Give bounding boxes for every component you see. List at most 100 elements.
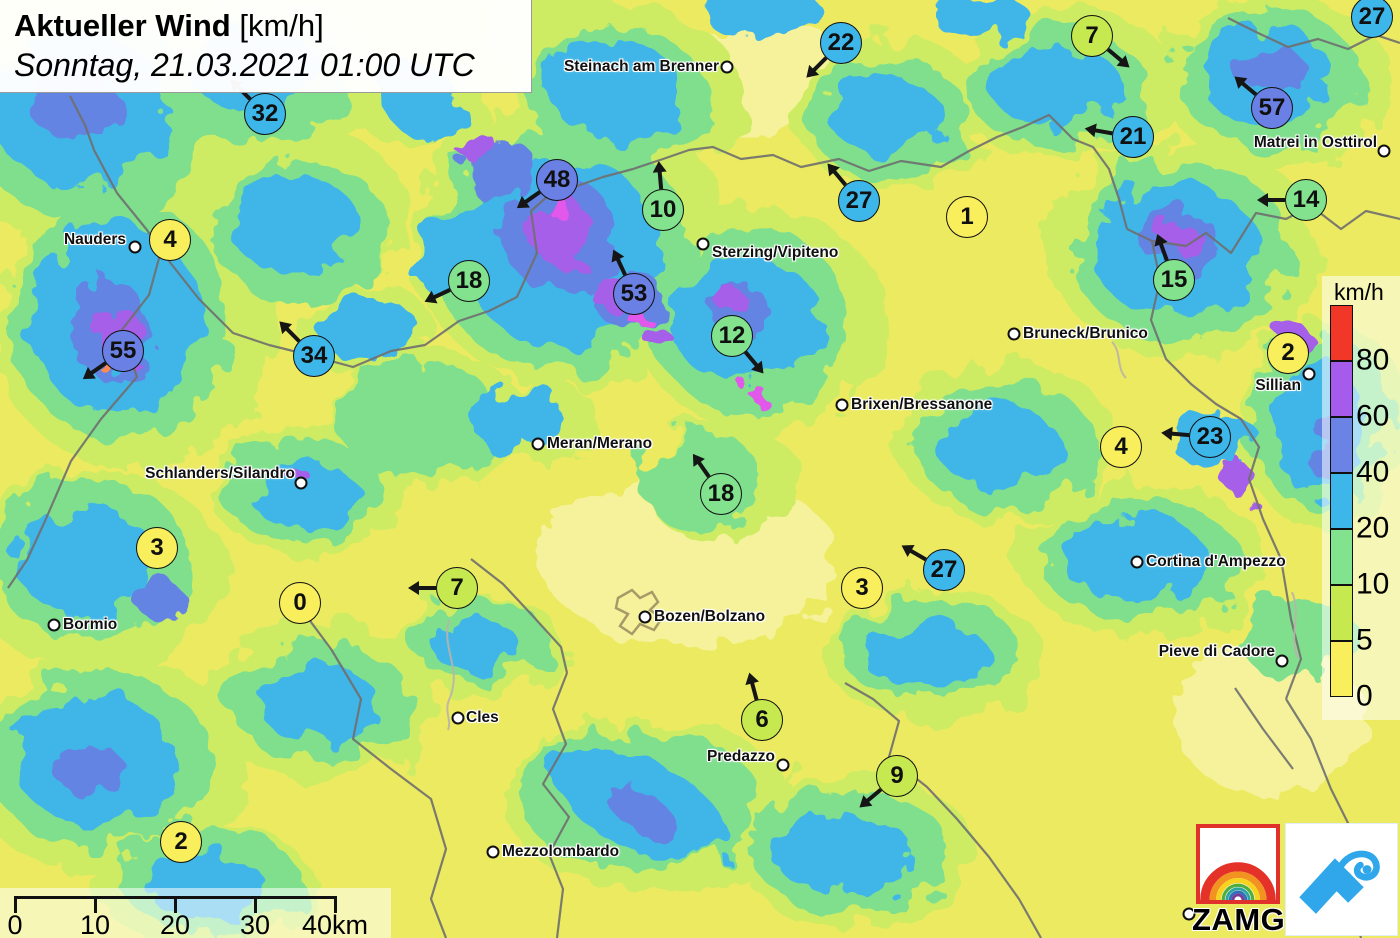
zamg-logo-text: ZAMG (1192, 902, 1286, 937)
legend-segment-0 (1330, 641, 1353, 697)
wind-speed-value: 12 (718, 322, 746, 349)
scale-tick-label: 40km (301, 910, 369, 938)
wind-speed-value: 27 (1358, 3, 1386, 30)
wind-speed-value: 3 (150, 534, 164, 561)
city-label: Meran/Merano (547, 435, 653, 452)
scale-tick (174, 896, 177, 913)
legend-label-80: 80 (1356, 343, 1390, 377)
wind-station-marker: 18 (421, 260, 490, 309)
wind-speed-value: 2 (1281, 339, 1295, 366)
wind-speed-value: 7 (1085, 22, 1099, 49)
wind-station-circle: 27 (1351, 0, 1393, 38)
wind-speed-value: 15 (1160, 266, 1188, 293)
wind-station-circle: 3 (136, 527, 178, 569)
scale-bar-panel: 0 10 20 30 40km (0, 888, 391, 938)
city-label: Schlanders/Silandro (145, 465, 295, 482)
scale-tick (94, 896, 97, 913)
wind-station-marker: 55 (78, 330, 144, 385)
legend-unit-label: km/h (1334, 279, 1384, 305)
wind-station-marker: 21 (1083, 116, 1154, 158)
wind-station-circle: 12 (711, 315, 753, 357)
city-dot (294, 476, 308, 490)
wind-station-marker: 7 (1071, 15, 1135, 73)
city-dot (1377, 144, 1391, 158)
legend-segment-20 (1330, 473, 1353, 529)
wind-station-marker: 12 (711, 315, 769, 379)
wind-station-circle: 55 (102, 330, 144, 372)
legend-label-5: 5 (1356, 623, 1373, 657)
scale-tick-label: 30 (239, 910, 271, 938)
wind-speed-value: 4 (1114, 433, 1128, 460)
wind-station-marker: 1 (946, 196, 988, 238)
city-label: Brixen/Bressanone (851, 396, 993, 413)
wind-station-marker: 2 (160, 821, 202, 863)
wind-station-circle: 57 (1251, 87, 1293, 129)
legend-label-40: 40 (1356, 455, 1390, 489)
wind-station-circle: 3 (841, 567, 883, 609)
wind-station-marker: 34 (274, 316, 335, 377)
mountain-cloud-icon (1299, 850, 1380, 914)
legend-panel: km/h 80 60 40 20 10 5 0 (1322, 276, 1400, 720)
scale-tick-label: 0 (7, 910, 23, 938)
city-label: Cles (466, 709, 499, 726)
wind-speed-value: 6 (755, 706, 769, 733)
wind-station-marker: 0 (279, 582, 321, 624)
wind-station-marker: 22 (801, 22, 862, 83)
legend-label-10: 10 (1356, 567, 1390, 601)
city-dot (1182, 907, 1196, 921)
wind-station-marker: 9 (854, 755, 918, 813)
legend-segment-80 (1330, 305, 1353, 361)
wind-speed-value: 32 (251, 100, 279, 127)
wind-station-circle: 6 (741, 699, 783, 741)
scale-tick (254, 896, 257, 913)
zamg-logo (1196, 824, 1280, 904)
wind-station-marker: 2 (1267, 332, 1309, 374)
city-dot (720, 60, 734, 74)
wind-station-marker: 10 (642, 160, 684, 231)
city-label: Pieve di Cadore (1158, 643, 1275, 660)
page-title: Aktueller Wind [km/h] (14, 8, 517, 44)
legend-label-60: 60 (1356, 399, 1390, 433)
city-dot (451, 711, 465, 725)
wind-speed-value: 3 (855, 574, 869, 601)
city-label: Bozen/Bolzano (654, 608, 766, 625)
wind-station-circle: 21 (1112, 116, 1154, 158)
city-dot (835, 398, 849, 412)
wind-station-marker: 27 (1351, 0, 1393, 38)
legend-label-0: 0 (1356, 679, 1373, 713)
wind-station-marker: 23 (1160, 416, 1231, 458)
wind-speed-value: 27 (845, 187, 873, 214)
wind-station-circle: 4 (149, 219, 191, 261)
wind-station-circle: 27 (923, 549, 965, 591)
wind-station-marker: 4 (1100, 426, 1142, 468)
wind-speed-value: 7 (450, 574, 464, 601)
wind-station-circle: 14 (1285, 179, 1327, 221)
wind-station-marker: 6 (741, 670, 783, 741)
wind-station-marker: 4 (149, 219, 191, 261)
city-label: Predazzo (706, 748, 775, 765)
legend-segment-40 (1330, 417, 1353, 473)
wind-station-circle: 2 (1267, 332, 1309, 374)
map-title: Aktueller Wind (14, 8, 231, 43)
wind-station-circle: 27 (838, 180, 880, 222)
wind-speed-value: 27 (930, 556, 958, 583)
wind-station-marker: 27 (898, 539, 965, 591)
city-dot (1302, 367, 1316, 381)
wind-station-circle: 15 (1153, 259, 1195, 301)
wind-station-circle: 7 (436, 567, 478, 609)
wind-speed-value: 23 (1196, 423, 1224, 450)
wind-speed-value: 4 (163, 226, 177, 253)
wind-station-circle: 22 (820, 22, 862, 64)
city-dot (1007, 327, 1021, 341)
wind-station-circle: 7 (1071, 15, 1113, 57)
wind-station-marker: 14 (1257, 179, 1327, 221)
map-title-panel: Aktueller Wind [km/h] Sonntag, 21.03.202… (0, 0, 532, 93)
wind-station-marker: 7 (408, 567, 478, 609)
scale-tick-label: 20 (159, 910, 191, 938)
wind-station-marker: 57 (1229, 71, 1293, 129)
wind-speed-value: 10 (649, 196, 677, 223)
weather-service-logo (1285, 823, 1398, 936)
wind-station-circle: 34 (293, 335, 335, 377)
city-dot (638, 610, 652, 624)
